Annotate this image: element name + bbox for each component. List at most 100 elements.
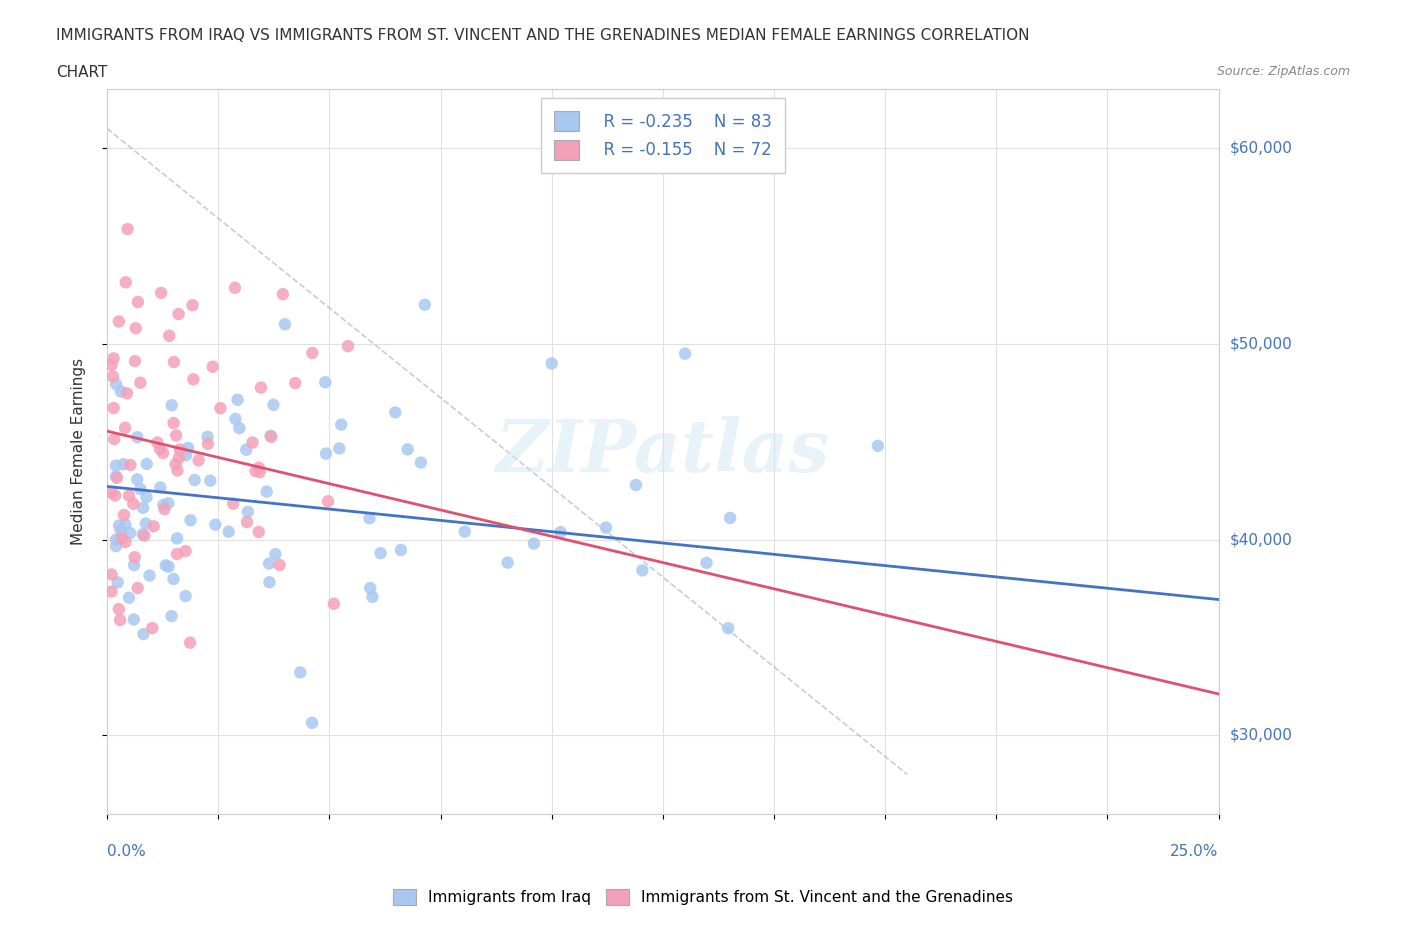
Point (141, 620, 163, 635)
Legend: Immigrants from Iraq, Immigrants from St. Vincent and the Grenadines: Immigrants from Iraq, Immigrants from St… (385, 882, 1021, 913)
Point (262, 397, 284, 412)
Point (595, 520, 617, 535)
Point (174, 544, 197, 559)
Point (218, 525, 240, 539)
Point (696, 555, 718, 570)
Point (242, 435, 264, 450)
Point (336, 339, 359, 353)
Point (226, 392, 249, 407)
Point (180, 512, 202, 527)
Point (117, 221, 139, 236)
Point (228, 420, 250, 435)
Point (717, 621, 740, 636)
Point (359, 580, 381, 595)
Point (103, 351, 125, 365)
Point (197, 430, 219, 445)
Point (162, 416, 184, 431)
Point (129, 482, 152, 497)
Text: $40,000: $40,000 (1230, 532, 1292, 547)
Point (274, 317, 297, 332)
Point (179, 635, 201, 650)
Point (224, 411, 246, 426)
Point (103, 401, 125, 416)
Point (114, 275, 136, 290)
Point (135, 457, 157, 472)
Point (129, 376, 152, 391)
Point (157, 496, 180, 511)
Point (166, 463, 188, 478)
Point (149, 480, 172, 495)
Point (108, 613, 131, 628)
Point (124, 353, 146, 368)
Point (120, 525, 142, 540)
Point (104, 532, 127, 547)
Point (264, 547, 287, 562)
Point (169, 442, 191, 457)
Point (314, 375, 336, 390)
Point (100, 584, 122, 599)
Point (105, 471, 128, 485)
Text: CHART: CHART (56, 65, 108, 80)
Point (155, 558, 177, 573)
Point (316, 494, 339, 509)
Point (110, 384, 132, 399)
Y-axis label: Median Female Earnings: Median Female Earnings (72, 358, 86, 545)
Point (247, 525, 270, 539)
Point (224, 280, 246, 295)
Point (103, 432, 125, 446)
Point (100, 567, 122, 582)
Point (396, 442, 419, 457)
Point (256, 485, 278, 499)
Text: ZIPatlas: ZIPatlas (496, 416, 830, 487)
Point (114, 517, 136, 532)
Point (110, 530, 132, 545)
Point (162, 572, 184, 587)
Point (328, 441, 350, 456)
Point (257, 556, 280, 571)
Point (132, 627, 155, 642)
Point (157, 559, 180, 574)
Point (247, 460, 270, 475)
Point (413, 298, 436, 312)
Point (104, 377, 127, 392)
Point (138, 568, 160, 583)
Point (187, 453, 209, 468)
Point (315, 446, 337, 461)
Point (523, 536, 546, 551)
Point (163, 354, 186, 369)
Point (236, 514, 259, 529)
Point (181, 298, 204, 312)
Legend:   R = -0.235    N = 83,   R = -0.155    N = 72: R = -0.235 N = 83, R = -0.155 N = 72 (541, 98, 785, 173)
Point (167, 450, 190, 465)
Text: $50,000: $50,000 (1230, 337, 1292, 352)
Point (153, 501, 176, 516)
Point (409, 455, 432, 470)
Text: $30,000: $30,000 (1230, 728, 1292, 743)
Point (132, 500, 155, 515)
Point (260, 430, 283, 445)
Text: 0.0%: 0.0% (107, 844, 146, 859)
Point (122, 558, 145, 573)
Text: $60,000: $60,000 (1230, 140, 1292, 155)
Point (389, 542, 412, 557)
Point (167, 307, 190, 322)
Point (209, 401, 232, 416)
Point (104, 488, 127, 503)
Point (124, 550, 146, 565)
Point (370, 546, 392, 561)
Point (250, 380, 273, 395)
Point (271, 286, 294, 301)
Point (127, 472, 149, 486)
Point (120, 458, 142, 472)
Point (127, 295, 149, 310)
Point (259, 429, 281, 444)
Point (108, 314, 131, 329)
Text: Source: ZipAtlas.com: Source: ZipAtlas.com (1216, 65, 1350, 78)
Point (104, 458, 127, 473)
Point (100, 357, 122, 372)
Point (135, 490, 157, 505)
Point (104, 538, 127, 553)
Point (152, 445, 174, 460)
Point (359, 511, 381, 525)
Point (134, 528, 156, 543)
